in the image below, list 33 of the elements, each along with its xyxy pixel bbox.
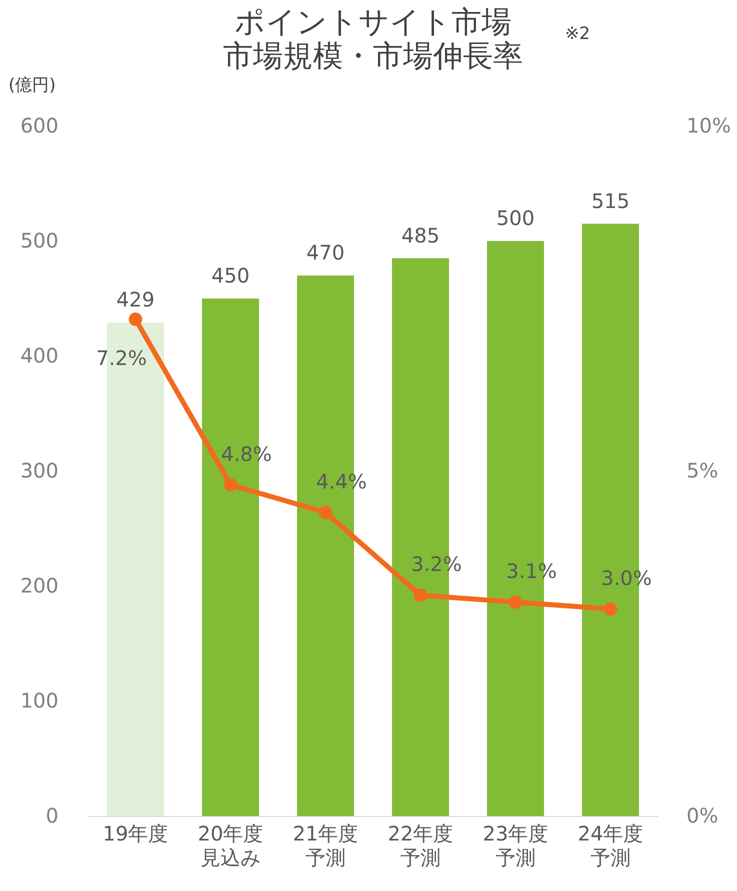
x-tick-label: 19年度 [102,822,168,846]
point [604,602,618,616]
x-tick-label: 22年度予測 [388,822,454,870]
chart-subtitle: 市場規模・市場伸長率 [223,39,523,74]
data-label: 450 [211,264,250,288]
footnote-mark: ※2 [565,24,590,44]
point [224,478,238,492]
data-label: 470 [306,240,345,264]
data-label: 500 [496,206,535,230]
y-axis-title: (億円) [8,76,56,96]
x-tick-label: 24年度予測 [578,822,644,870]
point [128,312,142,326]
y2-tick-label: 5% [686,458,718,482]
point [318,506,332,520]
y2-tick-label: 10% [686,114,731,138]
y-tick-label: 500 [20,228,58,252]
point [508,595,522,609]
y2-tick-label: 0% [686,804,718,828]
y-tick-label: 300 [20,458,58,482]
x-tick-label: 20年度見込み [198,822,264,870]
y-tick-label: 400 [20,344,58,368]
data-label: 485 [401,223,440,248]
y-tick-label: 0 [46,804,58,828]
data-label: 429 [116,288,155,312]
point [414,588,428,602]
y-tick-label: 100 [20,688,58,712]
y-tick-label: 200 [20,574,58,598]
y-tick-label: 600 [20,114,58,138]
x-tick-label: 23年度予測 [482,822,548,870]
chart-title: ポイントサイト市場 [234,5,512,40]
data-label: 515 [591,188,630,213]
data-label: 7.2% [96,346,147,370]
x-tick-label: 21年度予測 [292,822,358,870]
